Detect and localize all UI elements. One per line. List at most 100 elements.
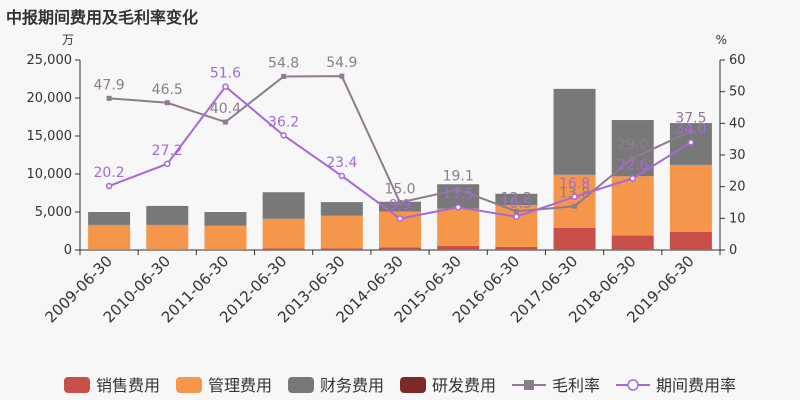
data-label-毛利率: 37.5	[675, 110, 706, 126]
point-毛利率	[164, 100, 170, 106]
right-tick-label: 60	[729, 53, 746, 68]
point-期间费用率	[105, 182, 113, 190]
legend-swatch-研发费用	[400, 377, 426, 393]
bar-财务费用	[204, 212, 247, 226]
data-label-期间费用率: 10.5	[501, 196, 532, 212]
data-label-毛利率: 46.5	[152, 82, 183, 98]
right-tick-label: 0	[729, 243, 737, 258]
point-毛利率	[688, 128, 694, 134]
left-tick-label: 0	[64, 243, 72, 258]
bar-财务费用	[88, 212, 131, 225]
bar-财务费用	[262, 192, 305, 219]
point-期间费用率	[513, 213, 520, 220]
legend-label-期间费用率: 期间费用率	[656, 376, 736, 395]
bar-财务费用	[611, 120, 654, 177]
bar-财务费用	[553, 88, 596, 175]
data-label-毛利率: 40.4	[210, 101, 241, 117]
data-label-期间费用率: 23.4	[326, 155, 357, 171]
point-期间费用率	[454, 204, 462, 211]
point-毛利率	[106, 95, 112, 101]
data-label-毛利率: 19.1	[443, 169, 474, 185]
legend-label-财务费用: 财务费用	[320, 376, 384, 395]
right-tick-label: 10	[729, 211, 746, 226]
point-期间费用率	[396, 215, 404, 222]
point-毛利率	[222, 119, 228, 125]
point-毛利率	[339, 73, 345, 79]
data-label-期间费用率: 22.6	[617, 157, 648, 173]
legend-marker-毛利率	[524, 380, 534, 390]
bar-管理费用	[437, 208, 480, 246]
left-tick-label: 20,000	[27, 91, 73, 106]
bar-管理费用	[146, 224, 189, 250]
point-期间费用率	[687, 139, 695, 146]
data-label-期间费用率: 34.0	[675, 121, 706, 137]
bar-销售费用	[262, 248, 305, 250]
right-tick-label: 40	[729, 116, 746, 131]
legend-swatch-财务费用	[288, 377, 314, 393]
bar-管理费用	[204, 225, 247, 250]
data-label-毛利率: 15.0	[384, 182, 415, 198]
bar-管理费用	[320, 215, 363, 249]
left-tick-label: 15,000	[27, 129, 73, 144]
point-期间费用率	[222, 83, 229, 90]
data-label-毛利率: 47.9	[94, 77, 125, 93]
data-label-期间费用率: 13.5	[443, 186, 474, 202]
legend-swatch-销售费用	[64, 377, 90, 393]
right-tick-label: 20	[729, 180, 746, 195]
bar-销售费用	[379, 247, 421, 250]
bar-财务费用	[379, 201, 421, 212]
point-毛利率	[281, 73, 287, 79]
point-毛利率	[572, 203, 578, 209]
left-tick-label: 10,000	[27, 167, 73, 182]
legend-label-管理费用: 管理费用	[208, 376, 272, 395]
data-label-毛利率: 13.8	[559, 185, 590, 201]
point-期间费用率	[280, 132, 287, 139]
legend-label-销售费用: 销售费用	[96, 376, 160, 395]
bar-财务费用	[320, 202, 363, 216]
bar-销售费用	[611, 235, 654, 250]
data-label-期间费用率: 20.2	[94, 165, 125, 181]
point-毛利率	[513, 208, 519, 214]
data-label-毛利率: 54.9	[326, 55, 357, 71]
point-毛利率	[397, 200, 403, 205]
point-期间费用率	[164, 160, 171, 168]
bar-销售费用	[146, 249, 189, 250]
point-毛利率	[455, 187, 461, 193]
data-label-期间费用率: 36.2	[268, 114, 299, 130]
legend-label-研发费用: 研发费用	[432, 376, 496, 395]
legend-label-毛利率: 毛利率	[552, 376, 600, 395]
left-axis-unit: 万	[62, 33, 74, 47]
data-label-期间费用率: 27.2	[152, 143, 183, 159]
data-label-毛利率: 54.8	[268, 55, 299, 71]
data-label-期间费用率: 16.8	[559, 176, 590, 192]
legend-marker-期间费用率	[627, 379, 639, 391]
bar-管理费用	[669, 164, 712, 232]
bar-销售费用	[320, 248, 363, 250]
point-期间费用率	[338, 172, 346, 180]
right-tick-label: 50	[729, 85, 746, 100]
bar-管理费用	[611, 176, 654, 236]
bar-销售费用	[204, 249, 247, 250]
bar-销售费用	[553, 227, 596, 250]
data-label-毛利率: 12.2	[501, 190, 532, 206]
bar-管理费用	[262, 218, 305, 249]
bar-管理费用	[88, 224, 131, 250]
data-label-期间费用率: 9.9	[389, 198, 411, 214]
data-label-期间费用率: 51.6	[210, 66, 241, 82]
bar-财务费用	[146, 205, 189, 225]
left-tick-label: 25,000	[27, 53, 73, 68]
bar-销售费用	[88, 249, 131, 250]
legend-swatch-管理费用	[176, 377, 202, 393]
point-期间费用率	[629, 175, 636, 182]
bar-销售费用	[437, 245, 480, 250]
data-label-毛利率: 29.0	[617, 137, 648, 153]
bar-销售费用	[669, 231, 712, 250]
point-毛利率	[630, 155, 636, 161]
chart-title: 中报期间费用及毛利率变化	[6, 8, 199, 27]
left-tick-label: 5,000	[35, 205, 72, 220]
right-axis-unit: %	[716, 33, 727, 47]
bar-销售费用	[495, 246, 538, 250]
right-tick-label: 30	[729, 148, 746, 163]
bar-财务费用	[495, 193, 538, 206]
